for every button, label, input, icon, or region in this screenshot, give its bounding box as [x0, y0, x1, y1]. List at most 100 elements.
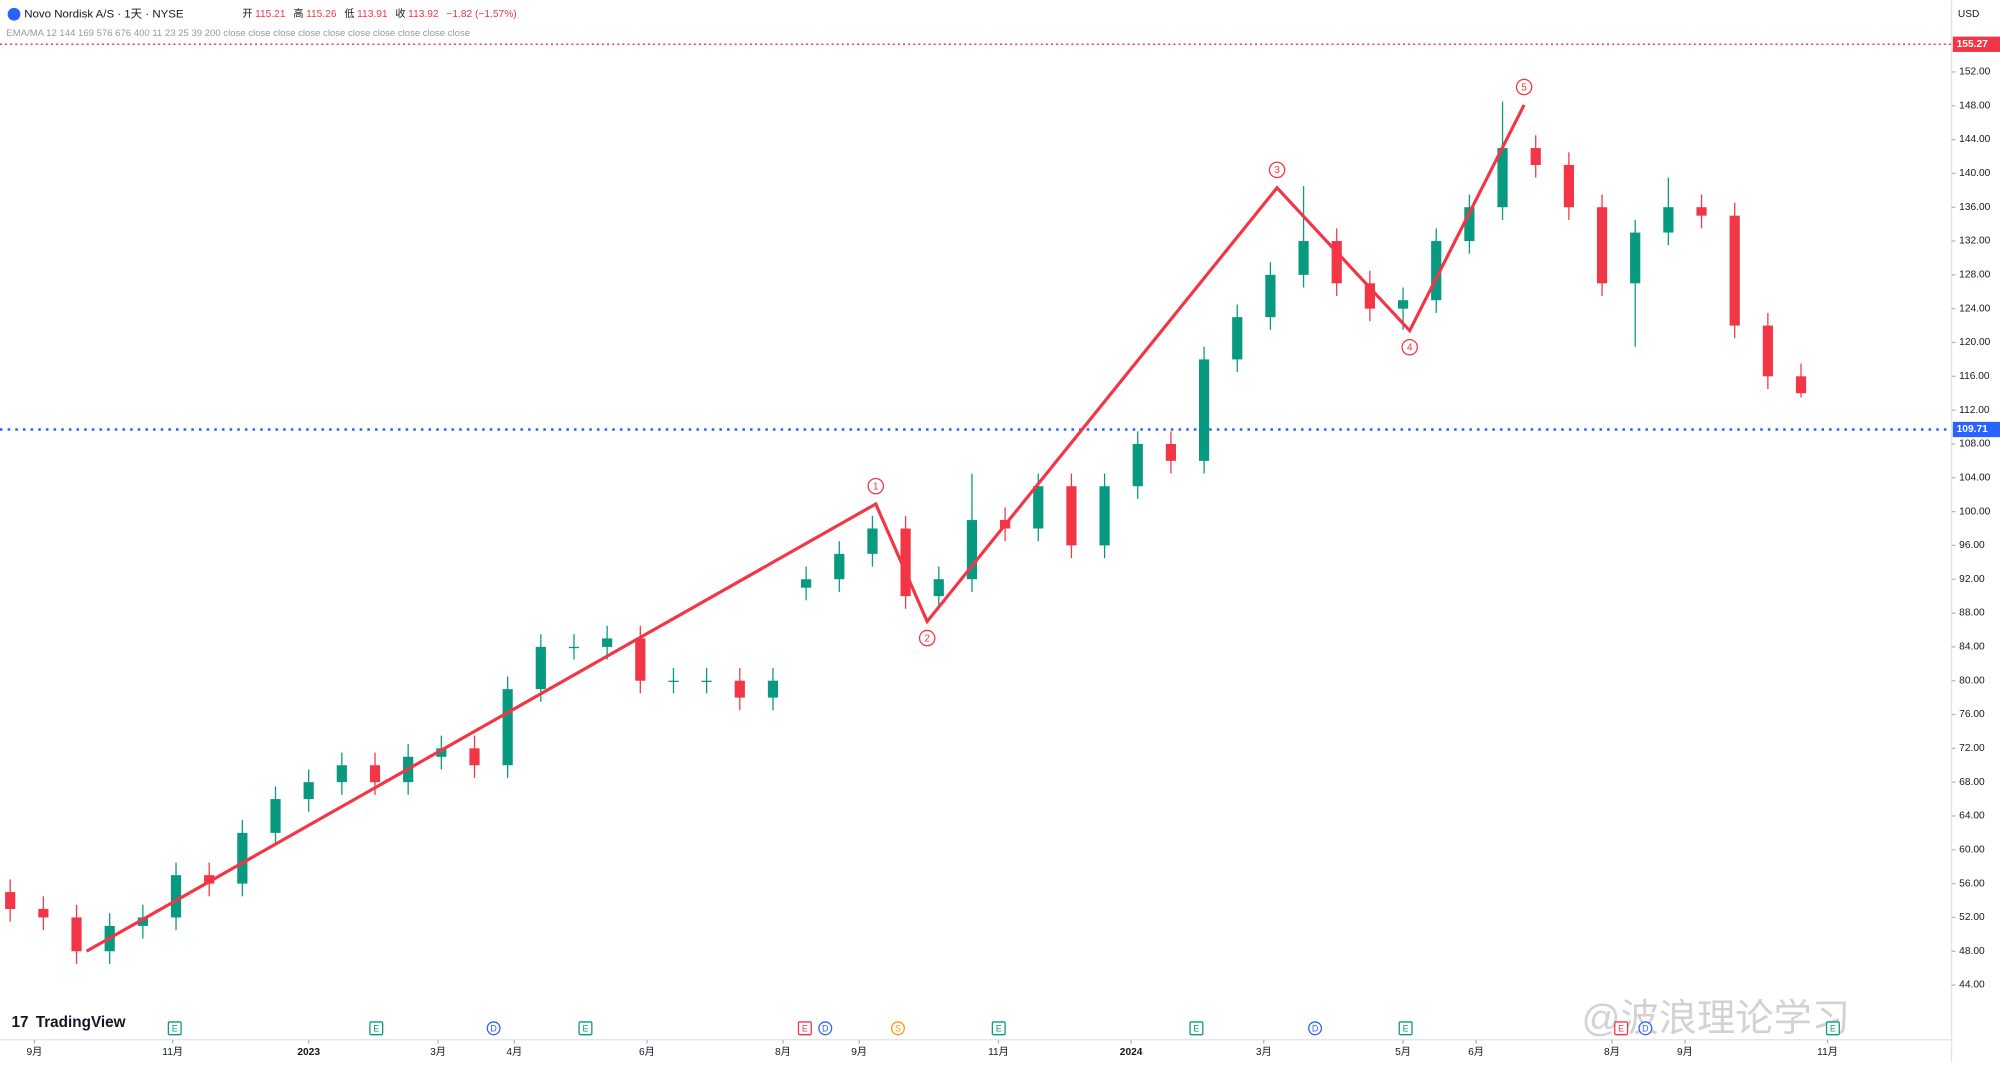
event-marker[interactable]	[369, 1021, 384, 1036]
event-marker[interactable]	[991, 1021, 1006, 1036]
event-marker[interactable]	[1638, 1021, 1653, 1036]
low-value: 113.91	[357, 9, 388, 20]
x-tick-label: 11月	[1817, 1046, 1838, 1058]
x-tick-label: 9月	[851, 1046, 867, 1058]
candle-body	[1232, 317, 1243, 360]
candle-body	[1397, 300, 1409, 309]
candle-body	[1663, 207, 1674, 233]
x-tick-label: 2024	[1120, 1047, 1143, 1058]
candle-body	[834, 553, 845, 580]
price-tag-label: 109.71	[1957, 424, 1988, 435]
y-tick-label: 56.00	[1959, 878, 1985, 889]
y-tick-label: 148.00	[1959, 100, 1990, 111]
event-marker[interactable]	[890, 1021, 905, 1036]
event-marker[interactable]	[578, 1021, 593, 1036]
event-marker[interactable]	[1308, 1021, 1323, 1036]
y-tick-label: 44.00	[1959, 980, 1985, 991]
wave-line	[85, 104, 1526, 953]
y-tick-label: 64.00	[1959, 811, 1985, 822]
close-label: 收	[395, 7, 405, 20]
y-tick-label: 128.00	[1959, 270, 1990, 281]
currency[interactable]: USD	[1958, 9, 1980, 20]
candle-body	[668, 680, 679, 682]
candle-body	[303, 782, 314, 800]
candle-body	[1298, 241, 1309, 275]
wave-label: 2	[924, 633, 930, 644]
event-marker[interactable]	[486, 1021, 501, 1036]
event-label: E	[373, 1023, 379, 1033]
x-tick-label: 9月	[26, 1046, 42, 1058]
event-marker[interactable]	[797, 1021, 812, 1036]
symbol-logo	[7, 7, 21, 21]
candle-body	[270, 799, 281, 833]
y-tick-label: 60.00	[1959, 844, 1985, 855]
candle-body	[1729, 215, 1740, 326]
event-label: E	[1830, 1023, 1836, 1033]
candle-body	[137, 917, 148, 926]
x-tick-label: 6月	[1468, 1046, 1484, 1058]
event-marker[interactable]	[167, 1021, 182, 1036]
event-label: E	[1618, 1023, 1624, 1033]
event-label: S	[895, 1023, 901, 1033]
event-marker[interactable]	[1825, 1021, 1840, 1036]
wave-label-circle	[1401, 338, 1418, 356]
event-label: E	[1193, 1023, 1199, 1033]
event-label: E	[802, 1023, 808, 1033]
y-tick-label: 140.00	[1959, 168, 1990, 179]
candle-body	[1066, 486, 1077, 546]
event-label: D	[490, 1023, 496, 1033]
y-tick-label: 116.00	[1959, 371, 1990, 382]
open-value: 115.21	[255, 9, 286, 20]
x-tick-label: 8月	[1604, 1046, 1620, 1058]
wave-label-circle	[1515, 78, 1533, 96]
event-marker[interactable]	[1189, 1021, 1204, 1036]
indicator[interactable]: EMA/MA 12 144 169 576 676 400 11 23 25 3…	[6, 28, 470, 39]
brand-logo: 17	[11, 1014, 28, 1031]
y-tick-label: 100.00	[1959, 506, 1990, 517]
event-label: E	[1403, 1023, 1409, 1033]
x-tick-label: 4月	[506, 1046, 522, 1058]
x-tick-label: 8月	[775, 1046, 791, 1058]
y-tick-label: 96.00	[1959, 540, 1985, 551]
candle-body	[966, 520, 978, 580]
candle-body	[1630, 232, 1641, 284]
candle-body	[204, 875, 215, 884]
y-tick-label: 112.00	[1959, 405, 1990, 416]
y-tick-label: 132.00	[1959, 236, 1990, 247]
candle-body	[336, 765, 347, 783]
candle-body	[1497, 148, 1508, 208]
candle-body	[1198, 359, 1210, 461]
wave-label: 3	[1274, 165, 1280, 176]
y-tick-label: 152.00	[1959, 67, 1990, 78]
x-tick-label: 9月	[1677, 1046, 1693, 1058]
candle-body	[767, 680, 779, 698]
candle-body	[1530, 148, 1541, 165]
x-tick-label: 6月	[639, 1046, 655, 1058]
event-marker[interactable]	[1614, 1021, 1629, 1036]
candle-body	[568, 646, 580, 649]
event-marker[interactable]	[1398, 1021, 1413, 1036]
candle-body	[933, 579, 944, 597]
x-tick-label: 5月	[1395, 1046, 1411, 1058]
y-tick-label: 144.00	[1959, 134, 1990, 145]
x-tick-label: 2023	[297, 1047, 320, 1058]
candle-body	[1331, 241, 1342, 284]
y-tick-label: 104.00	[1959, 472, 1990, 483]
low-label: 低	[344, 7, 354, 20]
wave-label: 1	[873, 481, 879, 492]
y-tick-label: 80.00	[1959, 675, 1985, 686]
symbol[interactable]: Novo Nordisk A/S · 1天 · NYSE	[24, 8, 184, 20]
y-tick-label: 76.00	[1959, 709, 1985, 720]
y-tick-label: 48.00	[1959, 946, 1985, 957]
candle-body	[38, 908, 49, 918]
candle-body	[1364, 283, 1375, 309]
wave-label-circle	[1268, 161, 1286, 179]
event-marker[interactable]	[818, 1021, 833, 1036]
candle-body	[5, 892, 16, 909]
y-tick-label: 52.00	[1959, 912, 1985, 923]
y-tick-label: 120.00	[1959, 337, 1990, 348]
candle-body	[1165, 443, 1177, 461]
candle-body	[1464, 207, 1475, 242]
candle-body	[1596, 207, 1608, 284]
price-tag	[1952, 36, 2000, 52]
